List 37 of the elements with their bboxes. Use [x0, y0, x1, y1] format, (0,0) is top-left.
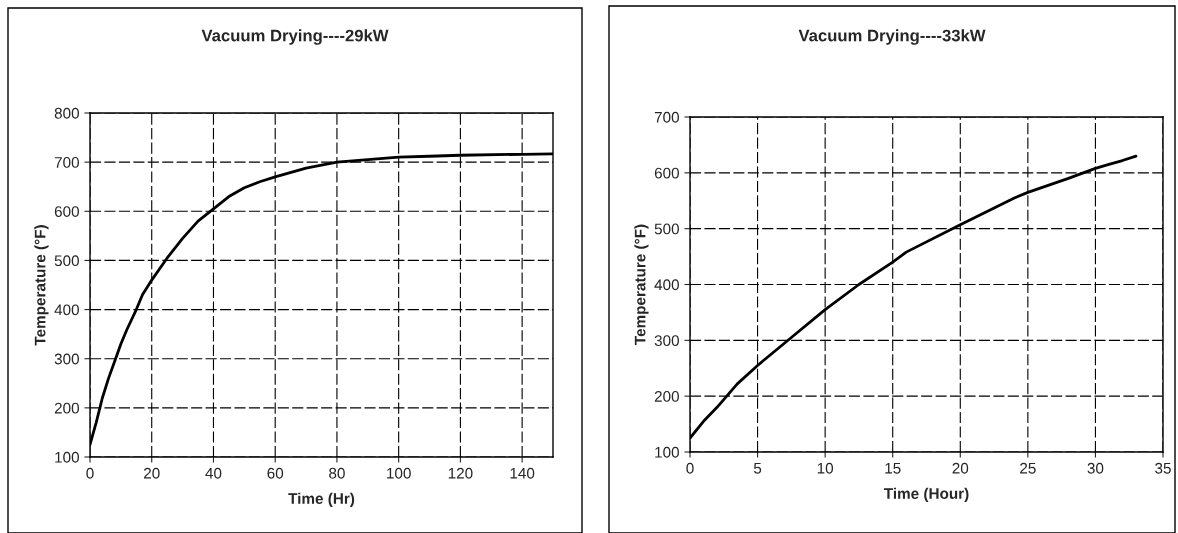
x-tick-label: 25 — [1020, 462, 1036, 474]
y-tick-label: 400 — [654, 279, 679, 291]
y-tick-label: 500 — [654, 223, 679, 235]
x-tick-label: 40 — [205, 467, 222, 479]
y-tick-label: 700 — [654, 111, 679, 123]
x-tick-label: 20 — [952, 462, 969, 474]
y-tick-label: 500 — [54, 255, 79, 267]
y-tick-label: 100 — [655, 446, 679, 458]
x-tick-label: 20 — [144, 467, 160, 479]
x-tick-label: 60 — [267, 467, 284, 479]
x-tick-label: 120 — [448, 467, 473, 479]
x-tick-label: 80 — [329, 467, 345, 479]
x-tick-label: 0 — [86, 467, 94, 479]
x-tick-label: 5 — [753, 462, 762, 474]
chart-title: Vacuum Drying----33kW — [798, 29, 986, 45]
y-tick-label: 800 — [54, 107, 79, 119]
y-tick-label: 200 — [654, 391, 679, 402]
x-tick-label: 35 — [1155, 462, 1171, 474]
y-tick-label: 100 — [55, 451, 79, 463]
chart-title: Vacuum Drying----29kW — [201, 29, 389, 45]
x-tick-label: 15 — [885, 462, 901, 474]
y-tick-label: 700 — [54, 157, 79, 168]
x-tick-label: 140 — [510, 467, 535, 479]
x-axis-title: Time (Hr) — [288, 492, 355, 508]
x-tick-label: 0 — [686, 462, 694, 474]
x-tick-label: 100 — [387, 467, 411, 479]
y-axis-title: Temperature (°F) — [34, 225, 49, 346]
y-tick-label: 300 — [54, 353, 79, 365]
y-tick-label: 300 — [654, 335, 679, 347]
y-tick-label: 600 — [654, 167, 679, 179]
x-tick-label: 10 — [817, 462, 834, 474]
y-tick-label: 200 — [54, 402, 79, 414]
y-tick-label: 600 — [54, 206, 79, 217]
y-axis-title: Temperature (°F) — [634, 224, 649, 345]
x-axis-title: Time (Hour) — [883, 487, 969, 503]
x-tick-label: 30 — [1087, 462, 1104, 474]
y-tick-label: 400 — [54, 304, 79, 316]
